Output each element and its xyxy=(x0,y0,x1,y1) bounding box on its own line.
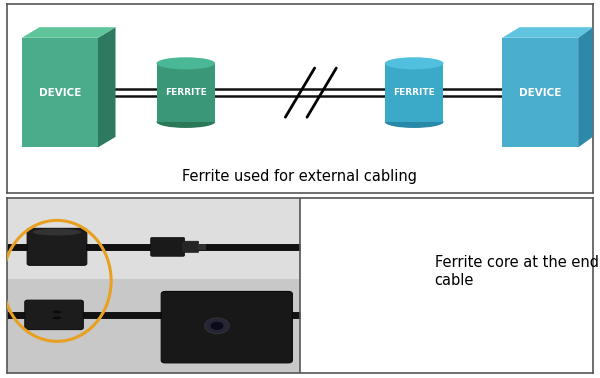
FancyBboxPatch shape xyxy=(7,198,300,373)
FancyBboxPatch shape xyxy=(161,291,292,363)
FancyBboxPatch shape xyxy=(151,237,185,256)
Polygon shape xyxy=(22,27,116,38)
Ellipse shape xyxy=(211,322,223,330)
FancyBboxPatch shape xyxy=(502,38,578,147)
FancyBboxPatch shape xyxy=(27,228,87,265)
Polygon shape xyxy=(578,27,593,147)
FancyBboxPatch shape xyxy=(7,198,300,279)
FancyBboxPatch shape xyxy=(385,64,443,122)
Text: Ferrite core at the end of a mini
cable: Ferrite core at the end of a mini cable xyxy=(434,255,600,288)
Polygon shape xyxy=(98,27,116,147)
FancyBboxPatch shape xyxy=(25,300,83,330)
FancyBboxPatch shape xyxy=(22,38,98,147)
Ellipse shape xyxy=(205,318,229,334)
Ellipse shape xyxy=(53,317,61,319)
Ellipse shape xyxy=(157,116,215,128)
Ellipse shape xyxy=(157,57,215,70)
FancyBboxPatch shape xyxy=(197,244,206,250)
Text: FERRITE: FERRITE xyxy=(165,88,206,97)
Text: DEVICE: DEVICE xyxy=(519,88,561,98)
Text: DEVICE: DEVICE xyxy=(39,88,81,98)
FancyBboxPatch shape xyxy=(157,64,215,122)
Ellipse shape xyxy=(385,57,443,70)
Text: FERRITE: FERRITE xyxy=(394,88,435,97)
FancyBboxPatch shape xyxy=(182,241,199,253)
Text: Ferrite used for external cabling: Ferrite used for external cabling xyxy=(182,169,418,184)
Ellipse shape xyxy=(53,311,61,313)
Ellipse shape xyxy=(385,116,443,128)
Polygon shape xyxy=(502,27,593,38)
Ellipse shape xyxy=(33,229,81,235)
